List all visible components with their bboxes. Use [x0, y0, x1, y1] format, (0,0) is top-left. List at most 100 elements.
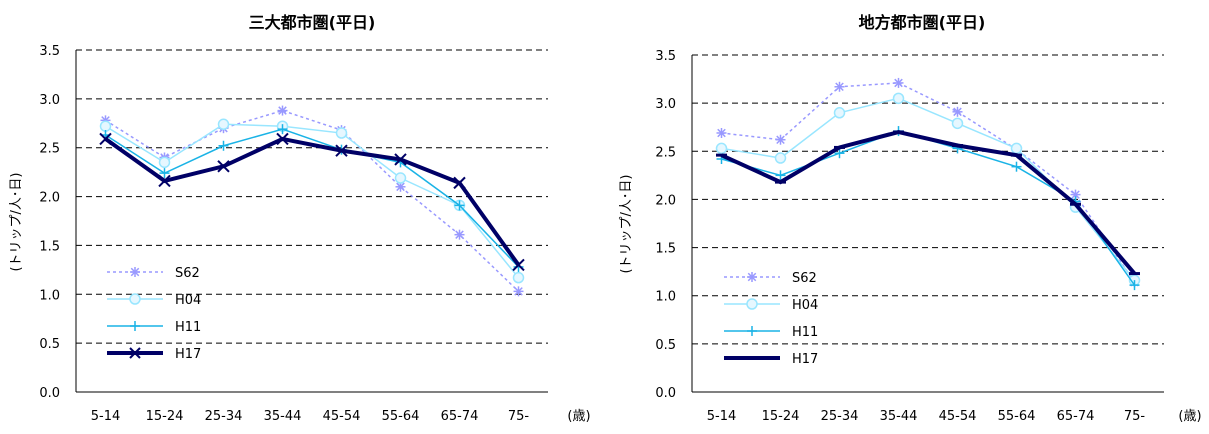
chart-2: 地方都市圏(平日) (トリップ/人･日) 0.0 0.5 1.0 1.5 2.0 2.5 3.0… [619, 13, 1202, 424]
legend-label: H17 [175, 347, 201, 362]
legend-item: S62 [724, 271, 817, 286]
series-H17 [716, 129, 1140, 276]
marker-circle [129, 293, 141, 305]
y-tick-label: 1.0 [655, 290, 676, 305]
marker-x [276, 132, 289, 146]
legend-label: H17 [792, 352, 818, 367]
x-tick-label: 25-34 [205, 409, 243, 424]
y-tick-label: 3.5 [655, 49, 676, 64]
y-tick-label: 2.0 [39, 191, 60, 206]
y-axis-label: (トリップ/人･日) [9, 172, 24, 271]
legend-item: H17 [724, 352, 818, 367]
marker-asterisk [514, 287, 523, 296]
marker-circle [158, 156, 171, 169]
x-tick-label: 25-34 [821, 409, 859, 424]
x-tick-label: 35-44 [264, 409, 302, 424]
y-tick-label: 1.0 [39, 288, 60, 303]
marker-x [394, 153, 407, 166]
marker-asterisk [894, 78, 903, 88]
marker-asterisk [130, 267, 140, 277]
series-H17 [99, 132, 525, 272]
legend-label: S62 [792, 271, 817, 286]
marker-circle [99, 120, 112, 132]
marker-asterisk [396, 182, 405, 192]
marker-circle [1010, 142, 1023, 155]
x-axis-unit: (歳) [567, 409, 590, 424]
marker-asterisk [455, 230, 464, 239]
x-tick-label: 65-74 [441, 409, 479, 424]
marker-circle [715, 142, 728, 155]
legend-item: H11 [724, 325, 818, 340]
series-line [720, 129, 1137, 275]
legend-item: H17 [107, 347, 201, 362]
y-tick-label: 0.0 [39, 386, 60, 401]
marker-x [158, 174, 171, 188]
marker-asterisk [278, 106, 287, 115]
marker-circle [394, 172, 407, 184]
marker-asterisk [953, 107, 962, 117]
marker-asterisk [747, 272, 757, 282]
marker-circle [335, 127, 348, 139]
y-tick-label: 1.5 [39, 239, 60, 254]
marker-x [453, 176, 466, 190]
marker-x [217, 160, 230, 173]
marker-circle [951, 117, 964, 130]
y-tick-label: 2.0 [655, 193, 676, 208]
y-tick-label: 3.5 [39, 44, 60, 59]
legend-label: H04 [175, 293, 201, 308]
legend-item: H04 [724, 298, 818, 313]
y-tick-label: 0.0 [655, 386, 676, 401]
marker-circle [774, 152, 787, 164]
marker-asterisk [776, 135, 785, 145]
series-line [721, 97, 1136, 281]
series-line [105, 123, 520, 279]
series-H04 [715, 92, 1141, 287]
x-tick-label: 45-54 [939, 409, 977, 424]
marker-x [335, 144, 348, 157]
series-line [105, 109, 520, 292]
y-tick-label: 2.5 [39, 142, 60, 157]
y-tick-label: 0.5 [39, 337, 60, 352]
x-tick-label: 15-24 [762, 409, 800, 424]
legend-label: H04 [792, 298, 818, 313]
chart-title: 地方都市圏(平日) [859, 13, 986, 32]
marker-asterisk [835, 82, 844, 92]
x-tick-label: 5-14 [707, 409, 737, 424]
chart-title: 三大都市圏(平日) [249, 13, 376, 32]
x-tick-label: 35-44 [880, 409, 918, 424]
x-tick-label: 15-24 [146, 409, 184, 424]
series-line [721, 82, 1136, 283]
legend-label: S62 [175, 266, 200, 281]
legend-item: H11 [107, 320, 201, 335]
y-axis-label: (トリップ/人･日) [619, 174, 634, 273]
marker-x [512, 258, 525, 272]
marker-circle [892, 92, 905, 105]
marker-circle [746, 298, 758, 310]
series-line [104, 136, 521, 267]
marker-x [129, 347, 141, 359]
y-tick-label: 1.5 [655, 242, 676, 257]
y-tick-label: 3.0 [655, 97, 676, 112]
marker-circle [217, 118, 230, 131]
legend-label: H11 [175, 320, 201, 335]
legend-label: H11 [792, 325, 818, 340]
x-tick-label: 5-14 [91, 409, 121, 424]
y-tick-label: 3.0 [39, 93, 60, 108]
x-tick-label: 65-74 [1057, 409, 1095, 424]
marker-x [99, 132, 112, 146]
y-tick-label: 0.5 [655, 338, 676, 353]
x-axis-unit: (歳) [1178, 409, 1201, 424]
marker-asterisk [717, 128, 726, 138]
series-line [105, 128, 520, 268]
chart-1: 三大都市圏(平日) (トリップ/人･日) 0.0 0.5 1.0 1.5 2.0 2.5 3.0… [9, 13, 591, 424]
x-tick-label: 55-64 [382, 409, 420, 424]
x-tick-label: 55-64 [998, 409, 1036, 424]
legend-item: S62 [107, 266, 200, 281]
marker-circle [512, 271, 525, 284]
x-tick-label: 45-54 [323, 409, 361, 424]
legend-item: H04 [107, 293, 201, 308]
x-tick-label: 75- [1124, 409, 1146, 424]
marker-circle [833, 107, 846, 119]
